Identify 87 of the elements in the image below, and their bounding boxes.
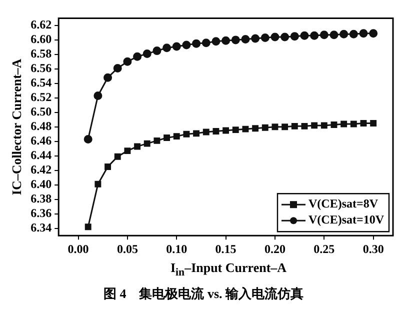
point xyxy=(252,125,259,132)
point xyxy=(260,34,270,42)
point xyxy=(84,224,92,230)
point xyxy=(359,29,368,38)
legend-label: V(CE)sat=8V xyxy=(308,196,378,211)
y-tick-label: 6.46 xyxy=(30,133,52,148)
x-tick-label: 0.20 xyxy=(264,242,286,256)
point xyxy=(320,122,328,129)
y-tick-label: 6.60 xyxy=(30,32,52,46)
y-tick-label: 6.36 xyxy=(30,206,52,220)
point xyxy=(330,30,338,40)
point xyxy=(272,124,278,130)
point xyxy=(124,148,131,154)
point xyxy=(202,38,210,48)
point xyxy=(133,52,142,61)
point xyxy=(330,122,338,128)
point xyxy=(350,120,357,128)
point xyxy=(144,140,150,147)
point xyxy=(360,120,367,126)
point xyxy=(104,164,111,170)
point xyxy=(222,36,230,45)
point xyxy=(212,37,220,46)
y-tick-label: 6.40 xyxy=(30,176,52,191)
y-tick-label: 6.62 xyxy=(30,18,52,32)
point xyxy=(310,31,319,40)
point xyxy=(320,30,328,40)
point xyxy=(152,46,162,56)
point xyxy=(251,34,260,43)
point xyxy=(231,36,240,44)
y-tick-label: 6.48 xyxy=(30,118,52,133)
y-tick-label: 6.38 xyxy=(30,191,52,206)
caption: 图 4 集电极电流 vs. 输入电流仿真 xyxy=(102,284,305,303)
point xyxy=(270,32,280,42)
point xyxy=(104,73,112,82)
point xyxy=(193,130,200,137)
y-tick-label: 6.42 xyxy=(30,162,52,176)
x-tick-label: 0.00 xyxy=(68,242,89,256)
x-tick-label: 0.10 xyxy=(166,242,188,256)
point xyxy=(182,40,191,50)
y-axis-title: IC–Collector Current–A xyxy=(9,58,24,196)
x-axis-title: I$_{in}$–Input Current–A xyxy=(169,260,288,279)
point xyxy=(242,126,249,132)
point xyxy=(369,29,378,38)
x-tick-label: 0.25 xyxy=(314,242,335,256)
y-tick-label: 6.54 xyxy=(30,76,52,90)
x-tick-label: 0.30 xyxy=(362,242,384,256)
point xyxy=(282,124,288,130)
point xyxy=(280,32,290,42)
point xyxy=(301,122,308,130)
y-tick-label: 6.44 xyxy=(30,148,52,162)
point xyxy=(172,42,181,51)
point xyxy=(113,64,122,72)
point xyxy=(123,57,132,66)
point xyxy=(142,49,152,58)
y-tick-label: 6.34 xyxy=(30,220,52,234)
x-tick-label: 0.15 xyxy=(215,242,236,256)
point xyxy=(154,137,160,144)
point xyxy=(232,126,239,134)
y-tick-label: 6.58 xyxy=(30,46,52,61)
point xyxy=(192,39,201,48)
x-tick-label: 0.05 xyxy=(116,242,138,256)
point xyxy=(134,143,141,150)
point xyxy=(202,128,210,136)
point xyxy=(94,180,102,188)
y-tick-label: 6.50 xyxy=(30,104,52,118)
point xyxy=(340,120,348,128)
point xyxy=(291,122,298,130)
legend-label: V(CE)sat=10V xyxy=(308,212,384,227)
point xyxy=(300,31,309,40)
point xyxy=(349,30,358,38)
point xyxy=(290,32,299,41)
point xyxy=(241,34,250,44)
point xyxy=(183,130,190,138)
point xyxy=(340,30,348,38)
point xyxy=(311,122,318,129)
point xyxy=(84,134,92,144)
point xyxy=(222,127,230,134)
point xyxy=(162,44,172,52)
point xyxy=(262,124,268,131)
point xyxy=(370,120,377,126)
point xyxy=(212,128,220,134)
y-tick-label: 6.52 xyxy=(30,90,52,104)
point xyxy=(94,91,102,100)
point xyxy=(114,153,121,160)
point xyxy=(164,134,170,141)
point xyxy=(173,133,180,140)
y-tick-label: 6.56 xyxy=(30,61,52,76)
